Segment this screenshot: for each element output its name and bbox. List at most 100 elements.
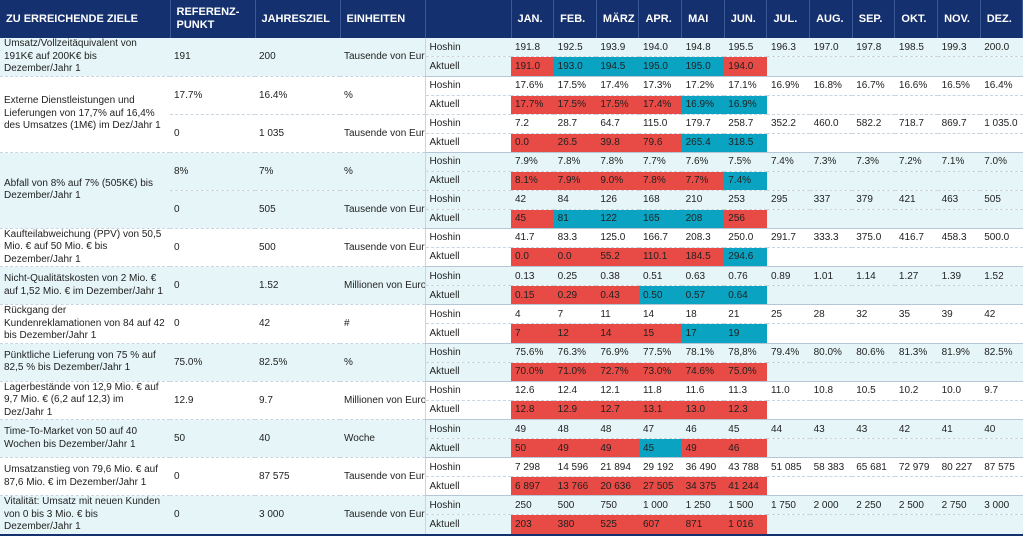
actual-cell-off-target: 39.8 — [596, 133, 639, 153]
actual-cell-empty — [766, 209, 810, 229]
actual-cell-empty — [937, 95, 981, 115]
plan-cell: 43 — [809, 419, 853, 439]
plan-cell: 80.6% — [852, 343, 895, 363]
actual-cell-empty — [894, 362, 938, 382]
actual-cell-empty — [809, 133, 853, 153]
table-row: Aktuell 45 81 122 165 208 256 — [0, 209, 1023, 229]
actual-cell-empty — [852, 171, 895, 191]
plan-cell: 1.27 — [894, 266, 938, 286]
actual-cell-off-target: 75.0% — [724, 362, 767, 382]
table-row: Aktuell 7 12 14 15 17 19 — [0, 323, 1023, 344]
actual-cell-off-target: 49 — [553, 438, 597, 458]
actual-cell-empty — [937, 476, 981, 496]
actual-cell-off-target: 1 016 — [724, 514, 767, 535]
actual-cell-on-target: 7.4% — [724, 171, 767, 191]
actual-cell-off-target: 50 — [511, 438, 554, 458]
unit-value: Tausende von Euro — [340, 495, 425, 535]
actual-cell-on-target: 122 — [596, 209, 639, 229]
actual-cell-off-target: 7.7% — [681, 171, 725, 191]
table-row: Aktuell 6 897 13 766 20 636 27 505 34 375 41 2… — [0, 476, 1023, 496]
row-label-actual: Aktuell — [424, 438, 511, 458]
actual-cell-off-target: 7.8% — [638, 171, 682, 191]
table-row: Aktuell 8.1% 7.9% 9.0% 7.8% 7.7% 7.4% — [0, 171, 1023, 191]
actual-cell-off-target: 12.3 — [724, 400, 767, 421]
actual-cell-empty — [852, 362, 895, 382]
actual-cell-off-target: 20 636 — [596, 476, 639, 496]
table-row: Abfall von 8% auf 7% (505K€) bis Dezembe… — [0, 152, 1023, 229]
actual-cell-empty — [937, 285, 981, 305]
plan-cell: 195.5 — [724, 38, 767, 58]
header-month: FEB. — [553, 0, 597, 38]
plan-cell: 28.7 — [553, 114, 597, 134]
actual-cell-empty — [766, 476, 810, 496]
header-month: AUG. — [809, 0, 853, 38]
header-month: APR. — [638, 0, 683, 38]
plan-cell: 43 788 — [724, 457, 767, 477]
plan-cell: 1 000 — [638, 495, 682, 516]
header-month: JUL. — [766, 0, 811, 38]
row-label-plan: Hoshin — [424, 343, 511, 363]
actual-cell-empty — [980, 514, 1023, 535]
actual-cell-off-target: 203 — [511, 514, 554, 535]
actual-cell-off-target: 0.29 — [553, 285, 597, 305]
actual-cell-empty — [809, 95, 853, 115]
annual-target-value: 500 — [255, 228, 340, 267]
actual-cell-off-target: 7.9% — [553, 171, 597, 191]
actual-cell-empty — [980, 171, 1023, 191]
plan-cell: 196.3 — [766, 38, 810, 58]
table-body: Umsatz/Vollzeitäquivalent von 191K€ auf … — [0, 38, 1023, 535]
actual-cell-empty — [809, 209, 853, 229]
row-label-actual: Aktuell — [424, 514, 511, 535]
plan-cell: 1.14 — [852, 266, 895, 286]
actual-cell-on-target: 193.0 — [553, 56, 597, 77]
header-units: EINHEITEN — [340, 0, 426, 38]
unit-value: % — [340, 76, 425, 115]
actual-cell-off-target: 13 766 — [553, 476, 597, 496]
actual-cell-empty — [894, 323, 938, 344]
unit-value: % — [340, 343, 425, 382]
plan-cell: 21 — [724, 304, 767, 325]
plan-cell: 0.76 — [724, 266, 767, 286]
goal-text: Kaufteilabweichung (PPV) von 50,5 Mio. €… — [0, 228, 170, 267]
plan-cell: 42 — [511, 190, 554, 210]
reference-value: 0 — [170, 304, 255, 344]
row-label-plan: Hoshin — [424, 38, 511, 58]
row-label-actual: Aktuell — [424, 285, 511, 305]
actual-cell-on-target: 16.9% — [724, 95, 767, 115]
header-month: JAN. — [511, 0, 555, 38]
actual-cell-empty — [852, 209, 895, 229]
actual-cell-off-target: 49 — [681, 438, 725, 458]
table-row: Aktuell 0.0 0.0 55.2 110.1 184.5 294.6 — [0, 247, 1023, 268]
plan-cell: 199.3 — [937, 38, 981, 58]
actual-cell-on-target: 318.5 — [724, 133, 767, 153]
table-row: Umsatz/Vollzeitäquivalent von 191K€ auf … — [0, 38, 1023, 77]
plan-cell: 115.0 — [638, 114, 682, 134]
actual-cell-empty — [766, 56, 810, 77]
header-month: MAI — [681, 0, 725, 38]
actual-cell-empty — [852, 133, 895, 153]
actual-cell-on-target: 17 — [681, 323, 725, 344]
plan-cell: 17.5% — [553, 76, 597, 96]
actual-cell-empty — [894, 133, 938, 153]
plan-cell: 44 — [766, 419, 810, 439]
plan-cell: 58 383 — [809, 457, 853, 477]
plan-cell: 7.1% — [937, 152, 981, 172]
plan-cell: 17.4% — [596, 76, 639, 96]
plan-cell: 7.7% — [638, 152, 682, 172]
plan-cell: 47 — [638, 419, 682, 439]
actual-cell-off-target: 17.4% — [638, 95, 682, 115]
goal-text: Vitalität: Umsatz mit neuen Kunden von 0… — [0, 495, 170, 535]
plan-cell: 17.1% — [724, 76, 767, 96]
plan-cell: 192.5 — [553, 38, 597, 58]
actual-cell-off-target: 17.5% — [553, 95, 597, 115]
table-row: Kaufteilabweichung (PPV) von 50,5 Mio. €… — [0, 228, 1023, 267]
table-row: Aktuell 12.8 12.9 12.7 13.1 13.0 12.3 — [0, 400, 1023, 421]
row-label-actual: Aktuell — [424, 247, 511, 268]
reference-value: 17.7% — [170, 76, 255, 115]
plan-cell: 0.25 — [553, 266, 597, 286]
plan-cell: 126 — [596, 190, 639, 210]
actual-cell-on-target: 45 — [638, 438, 682, 458]
plan-cell: 0.13 — [511, 266, 554, 286]
plan-cell: 869.7 — [937, 114, 981, 134]
